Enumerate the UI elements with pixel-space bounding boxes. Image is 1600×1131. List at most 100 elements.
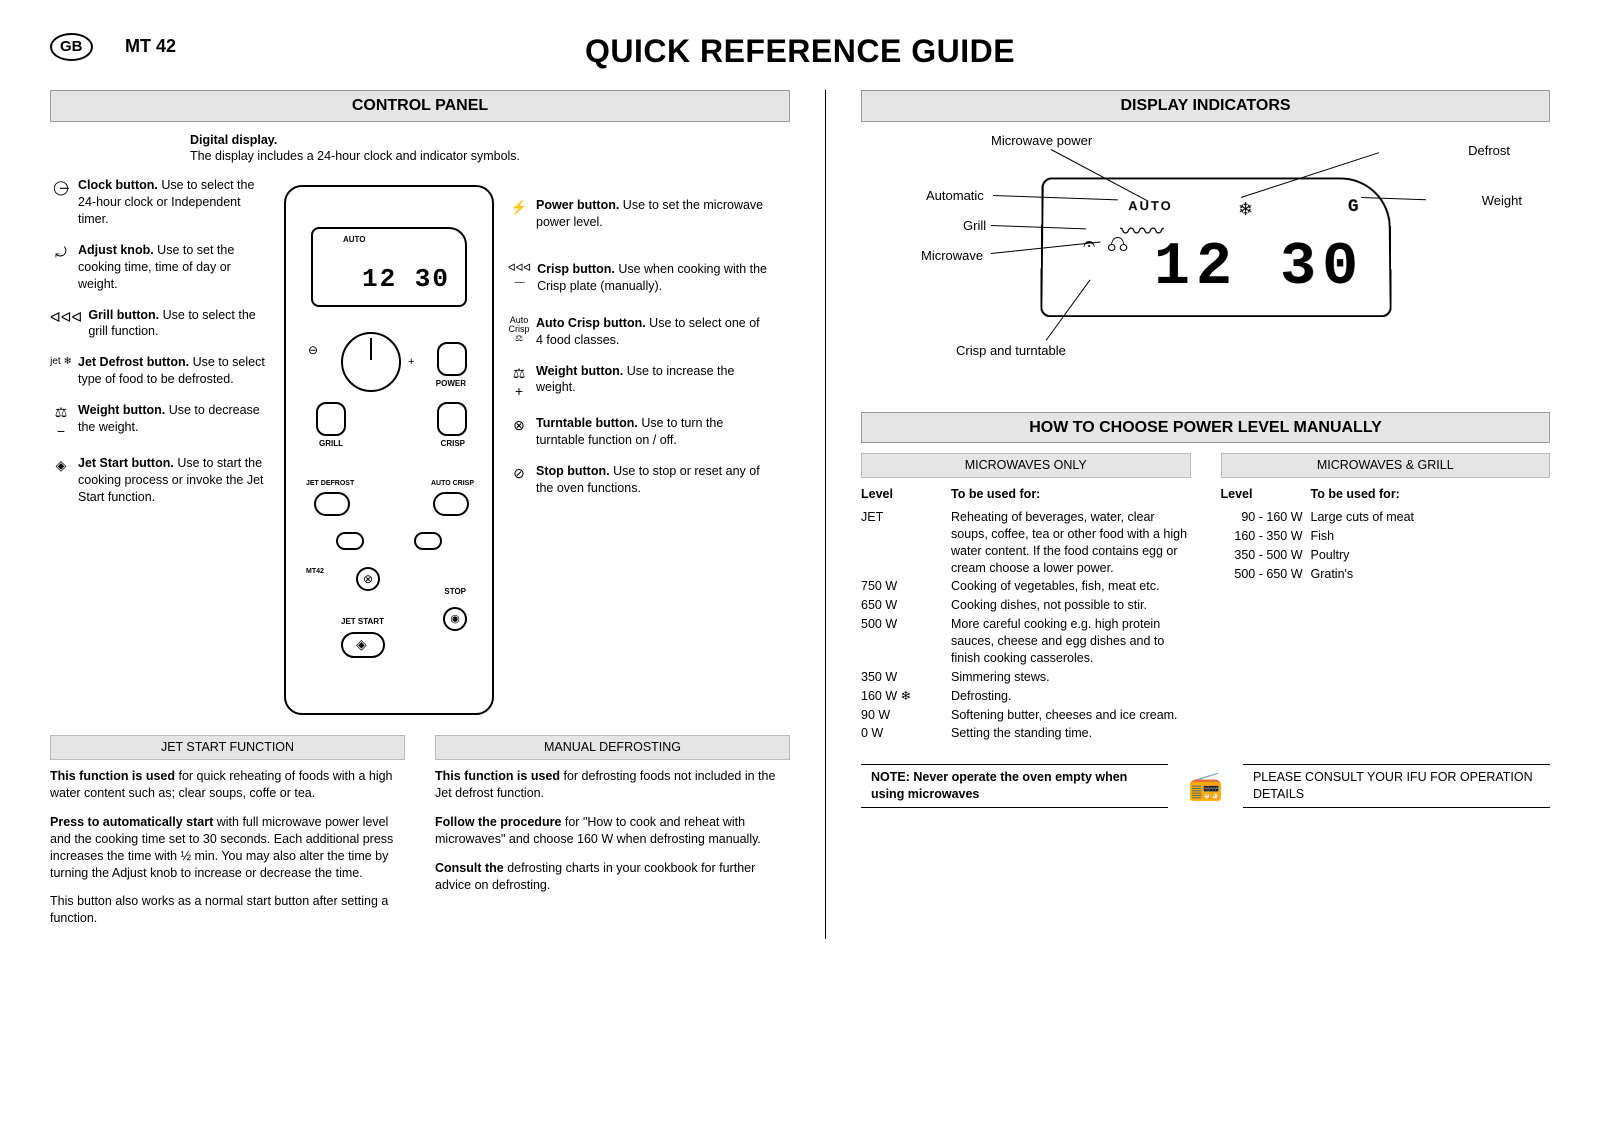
gb-badge: GB — [50, 33, 93, 61]
mwonly-col1: Level — [861, 486, 951, 503]
lbl-mwpower: Microwave power — [991, 132, 1092, 150]
power-use: Setting the standing time. — [951, 725, 1191, 742]
power-level: 500 W — [861, 616, 951, 633]
adjust-knob-diagram — [341, 332, 401, 392]
jetstart-icon-diagram: ◈ — [356, 635, 367, 654]
model-number: MT 42 — [125, 34, 176, 58]
power-button-label: Power button. — [536, 198, 619, 212]
stop-diagram: ◉ — [443, 607, 467, 631]
crisp-icon: ᐊᐊᐊ — — [508, 261, 531, 295]
power-level: 650 W — [861, 597, 951, 614]
jet-start-label: Jet Start button. — [78, 456, 174, 470]
jet-start-title: JET START FUNCTION — [50, 735, 405, 760]
microwave-icon: 📻 — [1188, 767, 1223, 805]
crisp-button-label: Crisp button. — [537, 262, 615, 276]
jetstart-label: JET START — [341, 617, 384, 628]
power-level: JET — [861, 509, 951, 526]
crisp-label: CRISP — [441, 439, 465, 450]
lbl-crisp: Crisp and turntable — [956, 342, 1066, 360]
power-use: Simmering stews. — [951, 669, 1191, 686]
dd-auto: AUTO — [1128, 197, 1173, 214]
jet-start-icon: ◈ — [50, 455, 72, 506]
md-p3b: Consult the — [435, 861, 504, 875]
clock-icon: ◯̶ — [50, 177, 72, 228]
mwgrill-col1: Level — [1221, 486, 1311, 503]
page-title: QUICK REFERENCE GUIDE — [50, 30, 1550, 73]
knob-icon: ⤾ — [50, 242, 72, 293]
panel-digits: 12 30 — [362, 262, 450, 297]
display-indicators-title: DISPLAY INDICATORS — [861, 90, 1550, 122]
dd-digits: 12 30 — [1154, 228, 1365, 309]
power-use: Softening butter, cheeses and ice cream. — [951, 707, 1191, 724]
grill-btn-diagram — [316, 402, 346, 436]
wminus-diagram — [336, 532, 364, 550]
plus-icon: + — [408, 355, 414, 370]
autocrisp-icon: Auto Crisp ⚖ — [508, 315, 530, 349]
turntable-button-label: Turntable button. — [536, 416, 638, 430]
crisp-btn-diagram — [437, 402, 467, 436]
clock-button-label: Clock button. — [78, 178, 158, 192]
dd-weight-g: G — [1348, 195, 1359, 219]
control-panel-title: CONTROL PANEL — [50, 90, 790, 122]
power-use: More careful cooking e.g. high protein s… — [951, 616, 1191, 667]
weight-plus-label: Weight button. — [536, 364, 623, 378]
mw-only-heading: MICROWAVES ONLY — [861, 453, 1191, 478]
note-consult: PLEASE CONSULT YOUR IFU FOR OPERATION DE… — [1243, 764, 1550, 808]
turntable-icon: ⊗ — [508, 415, 530, 449]
turntable-diagram: ⊗ — [356, 567, 380, 591]
md-p1b: This function is used — [435, 769, 560, 783]
manual-defrost-title: MANUAL DEFROSTING — [435, 735, 790, 760]
stop-label: STOP — [444, 587, 466, 598]
power-level: 350 - 500 W — [1221, 547, 1311, 564]
adjust-knob-label: Adjust knob. — [78, 243, 154, 257]
power-level-title: HOW TO CHOOSE POWER LEVEL MANUALLY — [861, 412, 1550, 444]
power-use: Cooking dishes, not possible to stir. — [951, 597, 1191, 614]
weight-minus-label: Weight button. — [78, 403, 165, 417]
lbl-mw: Microwave — [921, 247, 983, 265]
power-level: 750 W — [861, 578, 951, 595]
mt42-label: MT42 — [306, 567, 324, 576]
power-level: 350 W — [861, 669, 951, 686]
lbl-grill: Grill — [963, 217, 986, 235]
dd-defrost-icon: ❄ — [1238, 197, 1253, 221]
grill-icon: ᐊᐊᐊ — [50, 307, 82, 341]
wplus-diagram — [414, 532, 442, 550]
stop-icon: ⊘ — [508, 463, 530, 497]
power-label: POWER — [436, 379, 466, 390]
grill-button-label: Grill button. — [88, 308, 159, 322]
power-use: Cooking of vegetables, fish, meat etc. — [951, 578, 1191, 595]
stop-button-label: Stop button. — [536, 464, 610, 478]
digital-display-label: Digital display. — [190, 133, 277, 147]
panel-auto-text: AUTO — [343, 235, 366, 246]
lbl-weight: Weight — [1482, 192, 1522, 210]
power-use: Poultry — [1311, 547, 1551, 564]
power-use: Gratin's — [1311, 566, 1551, 583]
digital-display-text: The display includes a 24-hour clock and… — [190, 148, 790, 165]
power-level: 90 - 160 W — [1221, 509, 1311, 526]
jetdef-btn-diagram — [314, 492, 350, 516]
jetdef-label: JET DEFROST — [306, 479, 354, 488]
grill-label: GRILL — [319, 439, 343, 450]
jet-defrost-label: Jet Defrost button. — [78, 355, 189, 369]
weight-minus-icon: ⚖ − — [50, 402, 72, 441]
display-diagram: AUTO 〰〰 𝄐 ☊ ❄ G 12 30 Microwave power Au… — [871, 137, 1540, 387]
power-use: Fish — [1311, 528, 1551, 545]
js-p1b: This function is used — [50, 769, 175, 783]
power-level: 500 - 650 W — [1221, 566, 1311, 583]
md-p2b: Follow the procedure — [435, 815, 561, 829]
lbl-auto: Automatic — [926, 187, 984, 205]
js-p2b: Press to automatically start — [50, 815, 213, 829]
weight-plus-icon: ⚖ + — [508, 363, 530, 402]
power-level: 0 W — [861, 725, 951, 742]
power-level: 90 W — [861, 707, 951, 724]
power-level: 160 W ❄ — [861, 688, 951, 705]
mw-grill-heading: MICROWAVES & GRILL — [1221, 453, 1551, 478]
control-panel-diagram: AUTO 12 30 ⊖ + POWER GRILL CRISP JET DEF… — [284, 185, 494, 715]
lbl-defrost: Defrost — [1468, 142, 1510, 160]
power-use: Defrosting. — [951, 688, 1191, 705]
clock-panel-icon: ⊖ — [308, 342, 318, 358]
js-p3: This button also works as a normal start… — [50, 893, 405, 927]
power-btn-diagram — [437, 342, 467, 376]
note-warning: NOTE: Never operate the oven empty when … — [861, 764, 1168, 808]
mwgrill-col2: To be used for: — [1311, 486, 1400, 503]
